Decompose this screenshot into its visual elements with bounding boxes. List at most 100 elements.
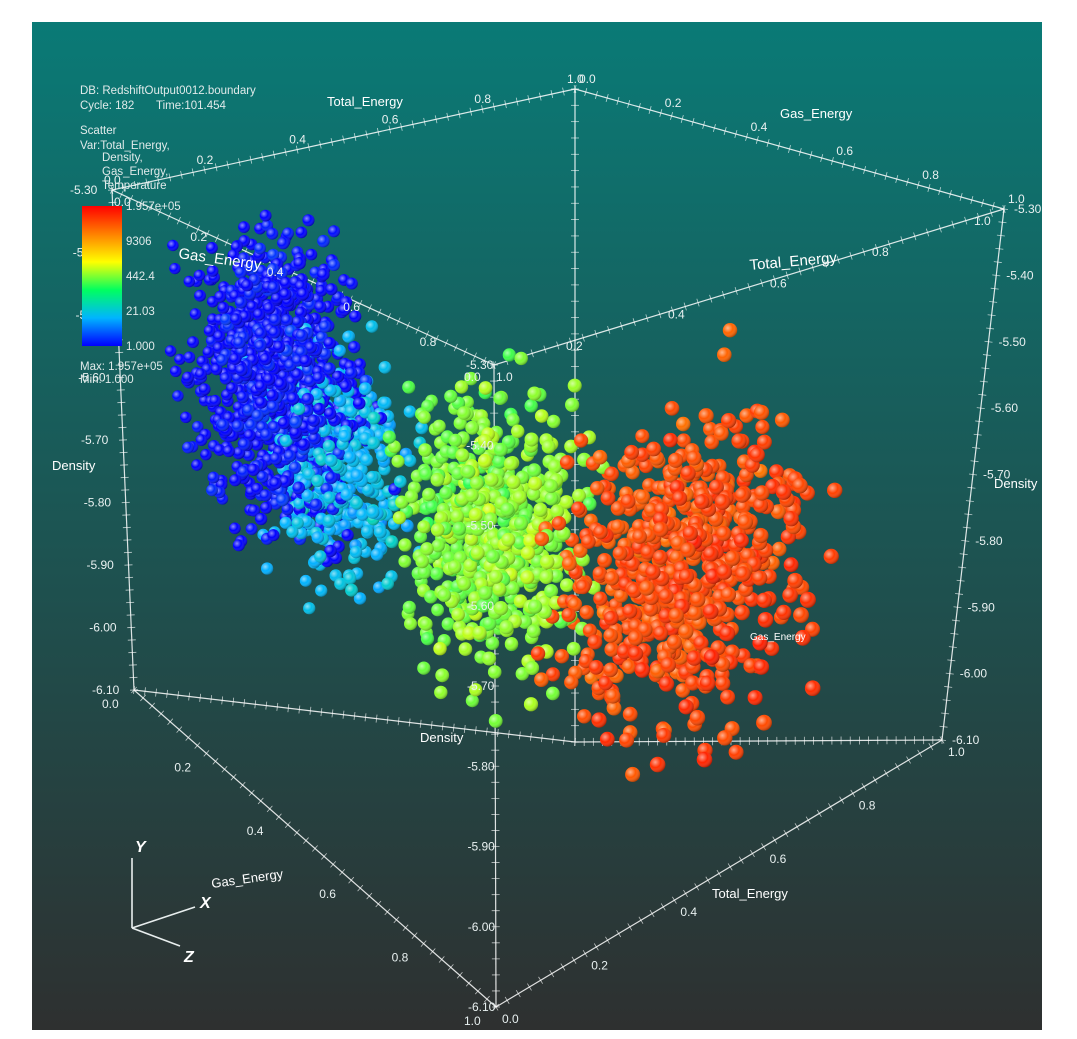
scatter-point-shading <box>546 414 561 429</box>
bbox-tick <box>321 853 327 860</box>
bbox-tick <box>745 133 749 141</box>
bbox-tick <box>248 789 255 797</box>
bbox-tick <box>319 140 322 149</box>
scatter-point-shading <box>771 541 787 557</box>
scatter-point-shading <box>315 453 328 466</box>
bbox-tick <box>504 996 510 1004</box>
scatter-point-shading <box>345 404 358 418</box>
bbox-tick <box>738 856 744 864</box>
bbox-tick <box>772 275 777 284</box>
bbox-tick <box>723 127 727 135</box>
scatter-point-shading <box>251 438 264 451</box>
scatter-point-shading <box>222 445 235 458</box>
scatter-point-shading <box>722 323 738 338</box>
scatter-point-shading <box>194 289 206 302</box>
bbox-tick <box>805 816 811 824</box>
bbox-tick <box>148 203 153 212</box>
bbox-tick <box>683 302 687 311</box>
bbox-tick <box>284 821 291 828</box>
scatter-point-shading <box>511 424 525 438</box>
bbox-tick <box>917 749 923 757</box>
scatter-point-shading <box>534 409 549 423</box>
bbox-tick <box>195 225 200 234</box>
scatter-point-shading <box>404 617 417 631</box>
scatter-point-shading <box>245 523 258 535</box>
visit-render-window[interactable]: -6.10 -6.10 -6.10 -6.00 -6.00 -6.00 -5.90 -5.90… <box>32 22 1042 1030</box>
bbox-tick <box>594 91 598 99</box>
scatter-point-shading <box>520 570 535 585</box>
scatter-point-shading <box>342 330 355 343</box>
scatter-point-shading <box>229 352 242 365</box>
scatter-point-shading <box>238 221 250 233</box>
bbox-tick <box>453 343 458 352</box>
bbox-tick <box>402 924 409 932</box>
scatter-point-shading <box>286 392 300 405</box>
scatter-point-shading <box>238 438 251 451</box>
bbox-tick <box>393 916 400 924</box>
bbox-tick <box>734 286 738 295</box>
bbox-tick <box>472 352 477 361</box>
bbox-tick <box>959 553 968 556</box>
bbox-tick <box>976 212 981 221</box>
scatter-plot-3d[interactable]: -6.10-6.10-6.10-6.00-6.00-6.00-5.90-5.90… <box>32 22 1042 1030</box>
scatter-point-shading <box>195 434 208 446</box>
bbox-tick <box>339 869 346 876</box>
bbox-tick <box>944 686 953 688</box>
bbox-tick <box>672 896 677 904</box>
bbox-tick <box>353 132 357 141</box>
bbox-tick <box>788 145 791 153</box>
bbox-tick <box>215 234 220 242</box>
scatter-point-shading <box>365 320 379 333</box>
scatter-point-shading <box>524 432 539 447</box>
scatter-point-shading <box>206 484 218 497</box>
scatter-point-shading <box>277 417 290 430</box>
bbox-tick <box>396 317 401 326</box>
scatter-point-shading <box>180 411 192 423</box>
scatter-point-shading <box>254 339 267 353</box>
scatter-point-shading <box>214 290 227 303</box>
scatter-point-shading <box>367 411 381 425</box>
bbox-tick <box>310 278 315 286</box>
bbox-tick <box>419 719 422 728</box>
scatter-point-shading <box>220 313 232 326</box>
scatter-point-shading <box>664 401 680 416</box>
bbox-tick <box>830 157 834 165</box>
bbox-tick <box>384 908 391 916</box>
bbox-tick <box>203 165 206 174</box>
scatter-point-shading <box>243 429 256 442</box>
scatter-point-shading <box>183 351 196 364</box>
bbox-tick <box>605 94 609 102</box>
scatter-point-shading <box>432 419 446 433</box>
scatter-point-shading <box>361 525 374 538</box>
bbox-tick <box>680 115 684 123</box>
scatter-point-shading <box>323 362 336 375</box>
scatter-point-shading <box>202 346 215 359</box>
bbox-tick <box>367 304 372 312</box>
scatter-point-shading <box>550 504 565 519</box>
scatter-point-shading <box>305 248 318 261</box>
bbox-tick <box>645 314 649 323</box>
bbox-tick <box>214 163 218 172</box>
scatter-point-shading <box>454 380 469 394</box>
bbox-tick <box>883 769 889 778</box>
scatter-point-shading <box>263 302 276 315</box>
scatter-point-shading <box>280 314 294 327</box>
bbox-tick <box>709 294 713 303</box>
scatter-point-shading <box>232 539 245 552</box>
bbox-tick <box>942 699 951 702</box>
bbox-tick <box>226 160 229 169</box>
bbox-tick <box>257 797 264 805</box>
bbox-tick <box>320 708 323 717</box>
scatter-point-shading <box>226 382 238 394</box>
scatter-point-shading <box>560 578 574 592</box>
bbox-tick <box>841 160 845 168</box>
bbox-tick <box>828 803 833 811</box>
scatter-point-shading <box>546 686 560 701</box>
bbox-tick <box>619 322 624 330</box>
bbox-tick <box>809 151 813 159</box>
scatter-point-shading <box>663 432 678 448</box>
bbox-tick <box>261 153 264 162</box>
bbox-tick <box>157 208 162 216</box>
scatter-point-shading <box>307 414 320 427</box>
scatter-point-shading <box>292 402 306 416</box>
